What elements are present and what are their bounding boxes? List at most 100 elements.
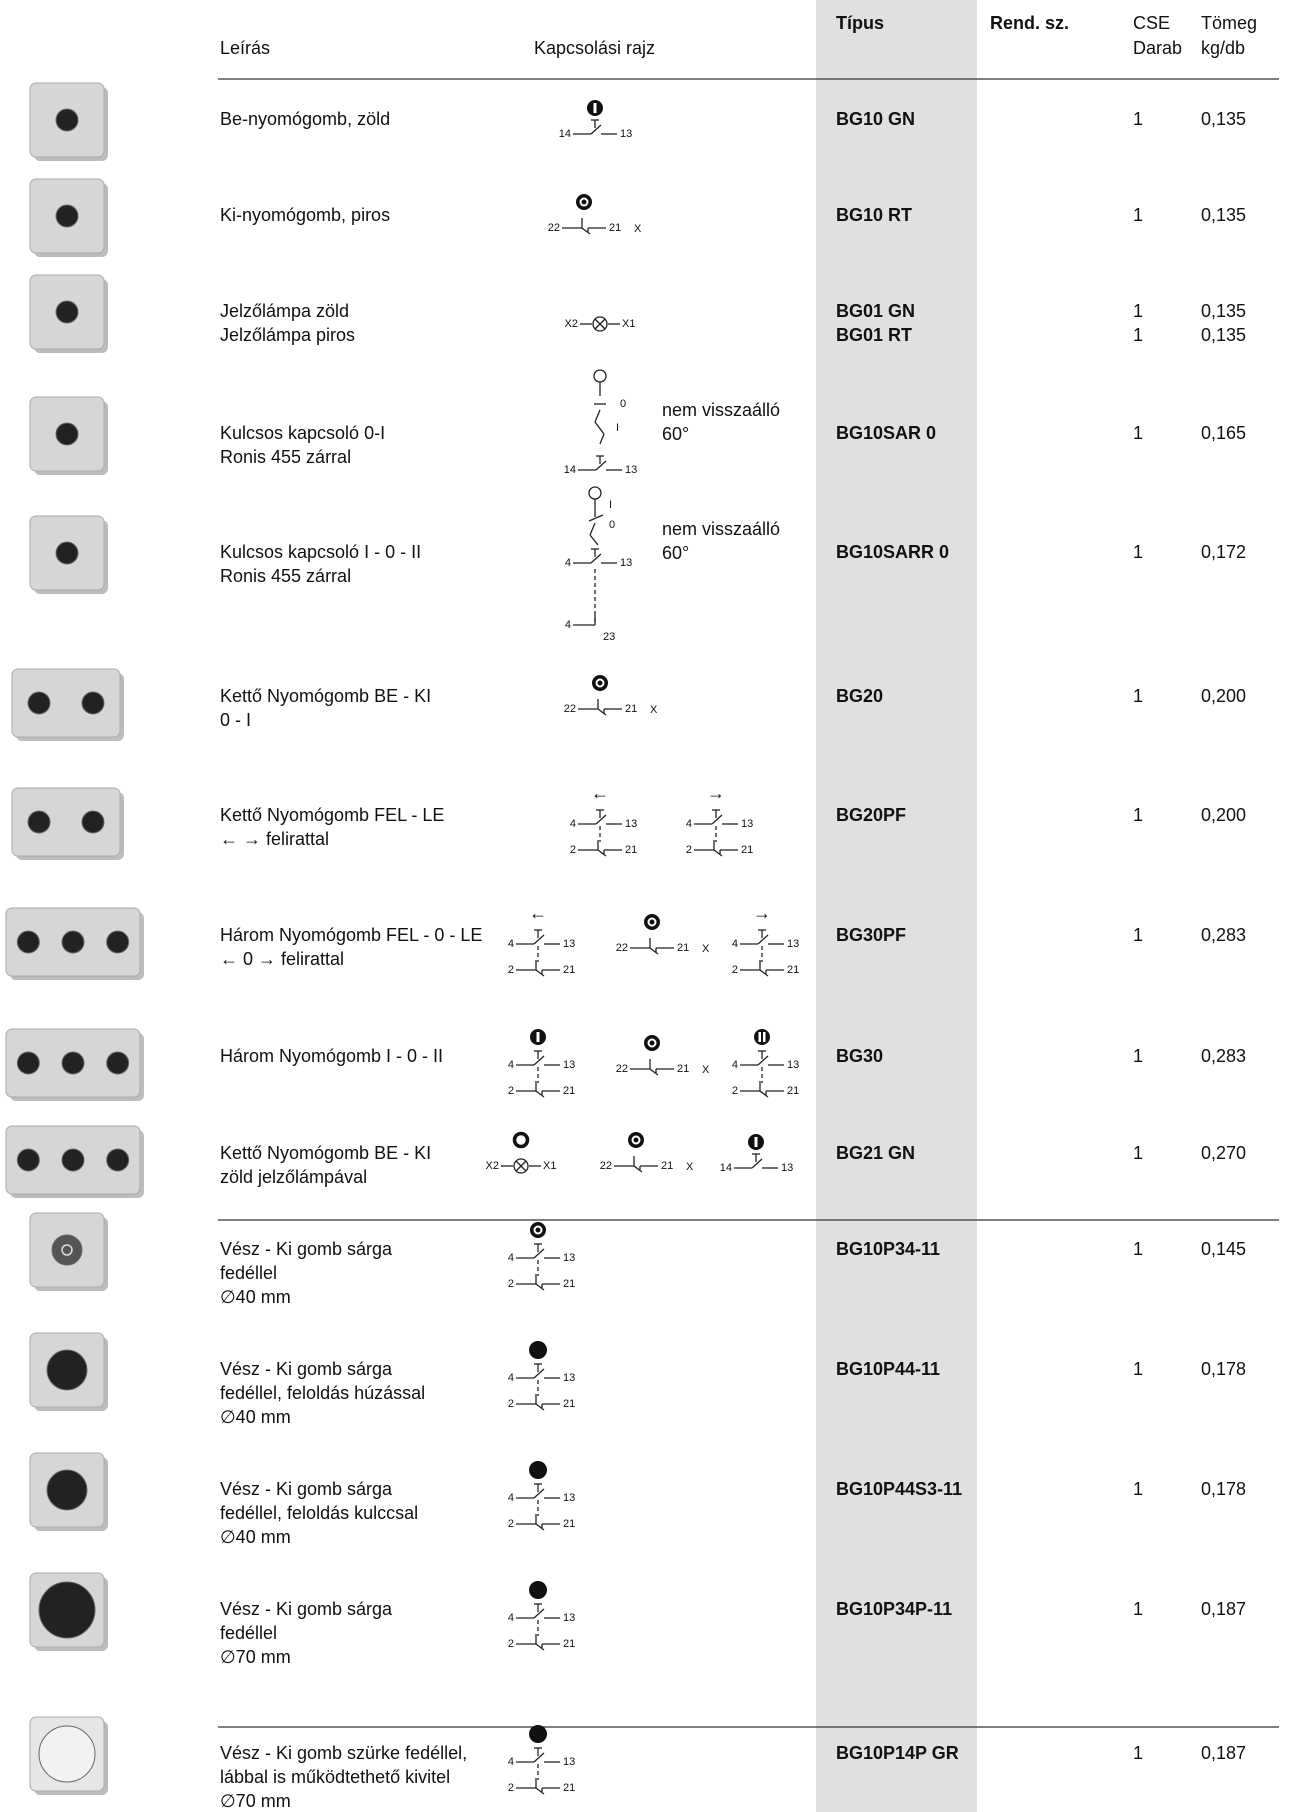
terminal-label: 21 xyxy=(661,1160,673,1172)
terminal-label: 4 xyxy=(686,818,692,830)
quantity: 1 xyxy=(1133,1479,1143,1499)
description: ∅70 mm xyxy=(220,1647,291,1667)
photo-button xyxy=(46,1349,88,1391)
terminal-label: 13 xyxy=(563,1252,575,1264)
wire xyxy=(633,1165,643,1173)
terminal-label: 22 xyxy=(600,1160,612,1172)
photo-button xyxy=(55,541,79,565)
button-icon xyxy=(592,675,608,691)
terminal-label: 14 xyxy=(564,464,576,476)
quantity: 1 xyxy=(1133,205,1143,225)
button-icon xyxy=(763,1032,766,1042)
weight: 0,178 xyxy=(1201,1479,1246,1499)
terminal-label: 13 xyxy=(563,1612,575,1624)
button-icon xyxy=(593,103,597,113)
description: 0 - I xyxy=(220,710,251,730)
terminal-label: 4 xyxy=(508,1756,514,1768)
terminal-label: 4 xyxy=(565,619,571,631)
terminal-label: 21 xyxy=(741,844,753,856)
weight: 0,135 xyxy=(1201,205,1246,225)
header-weight: Tömeg xyxy=(1201,13,1257,33)
photo-button xyxy=(27,810,51,834)
wire xyxy=(711,814,723,825)
type-code: BG01 GN xyxy=(836,301,915,321)
photo-button xyxy=(55,300,79,324)
terminal-label: 21 xyxy=(563,964,575,976)
button-icon xyxy=(533,1225,543,1235)
header-type: Típus xyxy=(836,13,884,33)
weight: 0,200 xyxy=(1201,805,1246,825)
description: ∅40 mm xyxy=(220,1287,291,1307)
terminal-label: 14 xyxy=(720,1162,732,1174)
photo-button xyxy=(106,1148,130,1172)
description: Vész - Ki gomb sárga xyxy=(220,1359,393,1379)
terminal-label: 13 xyxy=(787,938,799,950)
wire xyxy=(535,1403,545,1411)
terminal-label: 13 xyxy=(563,1492,575,1504)
button-icon xyxy=(644,1035,660,1051)
description: Három Nyomógomb I - 0 - II xyxy=(220,1046,443,1066)
button-icon xyxy=(512,1131,530,1149)
terminal-label: 21 xyxy=(563,1638,575,1650)
button-icon xyxy=(529,1341,547,1359)
terminal-label: 4 xyxy=(508,1059,514,1071)
header-weight: kg/db xyxy=(1201,38,1245,58)
button-icon xyxy=(644,914,660,930)
description: fedéllel xyxy=(220,1263,277,1283)
terminal-label: 4 xyxy=(508,1612,514,1624)
weight: 0,135 xyxy=(1201,325,1246,345)
wire xyxy=(533,1488,545,1499)
terminal-label: 13 xyxy=(781,1162,793,1174)
description: Vész - Ki gomb szürke fedéllel, xyxy=(220,1743,467,1763)
terminal-label: 2 xyxy=(508,1278,514,1290)
terminal-label: 4 xyxy=(570,818,576,830)
header-qty: Darab xyxy=(1133,38,1182,58)
suffix: X xyxy=(702,1064,710,1076)
button-icon xyxy=(647,917,657,927)
photo-button xyxy=(81,810,105,834)
description: Vész - Ki gomb sárga xyxy=(220,1599,393,1619)
description: Jelzőlámpa zöld xyxy=(220,301,349,321)
terminal-label: 22 xyxy=(616,1063,628,1075)
description: Kettő Nyomógomb FEL - LE xyxy=(220,805,444,825)
description: fedéllel xyxy=(220,1623,277,1643)
photo-button xyxy=(55,108,79,132)
terminal-label: X1 xyxy=(543,1160,556,1172)
weight: 0,172 xyxy=(1201,542,1246,562)
weight: 0,283 xyxy=(1201,1046,1246,1066)
lamp-symbol xyxy=(513,1158,529,1174)
terminal-label: X1 xyxy=(622,318,635,330)
quantity: 1 xyxy=(1133,301,1143,321)
suffix: X xyxy=(634,223,642,235)
diagram-note: nem visszaálló xyxy=(662,400,780,420)
weight: 0,135 xyxy=(1201,301,1246,321)
type-code: BG20 xyxy=(836,686,883,706)
diagram-note: nem visszaálló xyxy=(662,519,780,539)
quantity: 1 xyxy=(1133,109,1143,129)
description: Vész - Ki gomb sárga xyxy=(220,1239,393,1259)
description: ∅70 mm xyxy=(220,1791,291,1811)
type-code: BG20PF xyxy=(836,805,906,825)
wire xyxy=(594,318,606,330)
terminal-label: 13 xyxy=(563,1059,575,1071)
weight: 0,135 xyxy=(1201,109,1246,129)
quantity: 1 xyxy=(1133,686,1143,706)
wire xyxy=(594,409,601,423)
wire xyxy=(535,1523,545,1531)
wire xyxy=(751,1158,763,1169)
terminal-label: 2 xyxy=(508,1782,514,1794)
type-code: BG30PF xyxy=(836,925,906,945)
quantity: 1 xyxy=(1133,542,1143,562)
type-code: BG10P14P GR xyxy=(836,1743,959,1763)
wire xyxy=(535,1787,545,1795)
button-icon xyxy=(754,1029,770,1045)
wire xyxy=(588,514,604,522)
wire xyxy=(595,814,607,825)
button-icon xyxy=(754,1137,758,1147)
terminal-label: 4 xyxy=(732,938,738,950)
button-icon xyxy=(631,1135,641,1145)
terminal-label: 22 xyxy=(564,703,576,715)
terminal-label: I xyxy=(609,499,612,511)
type-code: BG10P44S3-11 xyxy=(836,1479,962,1499)
